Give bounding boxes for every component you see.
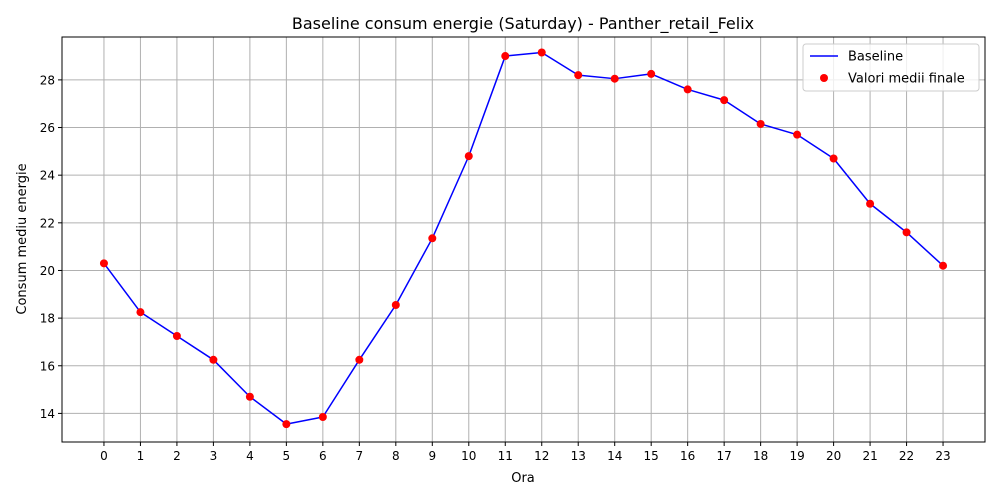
y-tick-label: 20 bbox=[40, 264, 55, 278]
x-tick-label: 14 bbox=[607, 449, 622, 463]
scatter-point bbox=[793, 130, 802, 139]
scatter-point bbox=[939, 261, 948, 270]
scatter-point bbox=[902, 228, 911, 237]
x-tick-label: 11 bbox=[498, 449, 513, 463]
scatter-point bbox=[464, 152, 473, 161]
chart-title: Baseline consum energie (Saturday) - Pan… bbox=[292, 14, 754, 34]
ticks: 0 1 2 3 4 5 6 7 8 9 10 11 12 13 14 15 16 17 18 19 20 21 22 2314… bbox=[40, 73, 951, 463]
x-tick-label: 4 bbox=[246, 449, 254, 463]
x-tick-label: 3 bbox=[210, 449, 218, 463]
x-tick-label: 10 bbox=[461, 449, 476, 463]
scatter-point bbox=[720, 96, 729, 105]
x-tick-label: 7 bbox=[356, 449, 364, 463]
legend-box bbox=[802, 43, 980, 92]
scatter-point bbox=[537, 48, 546, 57]
scatter-point bbox=[866, 199, 875, 208]
plot-frame bbox=[61, 36, 986, 443]
scatter-point bbox=[245, 392, 254, 401]
scatter-point bbox=[683, 85, 692, 94]
y-tick-label: 24 bbox=[40, 169, 55, 183]
x-tick-label: 5 bbox=[283, 449, 291, 463]
y-tick-label: 14 bbox=[40, 407, 55, 421]
scatter-point bbox=[829, 154, 838, 163]
grid bbox=[62, 37, 985, 442]
scatter-point bbox=[318, 412, 327, 421]
scatter-point bbox=[99, 259, 108, 268]
y-tick-label: 22 bbox=[40, 216, 55, 230]
series-layer bbox=[99, 48, 948, 429]
x-axis-title: Ora bbox=[511, 471, 535, 486]
x-tick-label: 12 bbox=[534, 449, 549, 463]
x-tick-label: 19 bbox=[789, 449, 804, 463]
scatter-point bbox=[647, 69, 656, 78]
x-tick-label: 23 bbox=[935, 449, 950, 463]
x-tick-label: 15 bbox=[644, 449, 659, 463]
x-tick-label: 1 bbox=[137, 449, 145, 463]
y-tick-label: 16 bbox=[40, 359, 55, 373]
y-tick-label: 26 bbox=[40, 121, 55, 135]
x-tick-label: 2 bbox=[173, 449, 181, 463]
scatter-point bbox=[355, 355, 364, 364]
x-tick-label: 13 bbox=[571, 449, 586, 463]
scatter-point bbox=[610, 74, 619, 83]
scatter-point bbox=[428, 234, 437, 243]
scatter-point bbox=[756, 119, 765, 128]
x-tick-label: 18 bbox=[753, 449, 768, 463]
y-tick-label: 28 bbox=[40, 73, 55, 87]
x-tick-label: 9 bbox=[428, 449, 436, 463]
baseline-series-line bbox=[103, 51, 944, 425]
x-tick-label: 0 bbox=[100, 449, 108, 463]
legend-label-baseline: Baseline bbox=[848, 50, 903, 65]
legend-label-valori: Valori medii finale bbox=[848, 72, 965, 87]
x-tick-label: 17 bbox=[717, 449, 732, 463]
x-tick-label: 20 bbox=[826, 449, 841, 463]
scatter-point bbox=[391, 301, 400, 310]
scatter-point bbox=[501, 52, 510, 61]
legend-scatter-swatch bbox=[820, 74, 828, 82]
x-tick-label: 22 bbox=[899, 449, 914, 463]
scatter-point bbox=[209, 355, 218, 364]
scatter-point bbox=[172, 331, 181, 340]
scatter-point bbox=[574, 71, 583, 80]
x-tick-label: 21 bbox=[862, 449, 877, 463]
scatter-point bbox=[282, 420, 291, 429]
scatter-point bbox=[136, 308, 145, 317]
legend: Baseline Valori medii finale bbox=[802, 43, 980, 92]
y-axis-title: Consum mediu energie bbox=[15, 163, 30, 314]
x-tick-label: 8 bbox=[392, 449, 400, 463]
x-tick-label: 6 bbox=[319, 449, 327, 463]
y-tick-label: 18 bbox=[40, 312, 55, 326]
x-tick-label: 16 bbox=[680, 449, 695, 463]
